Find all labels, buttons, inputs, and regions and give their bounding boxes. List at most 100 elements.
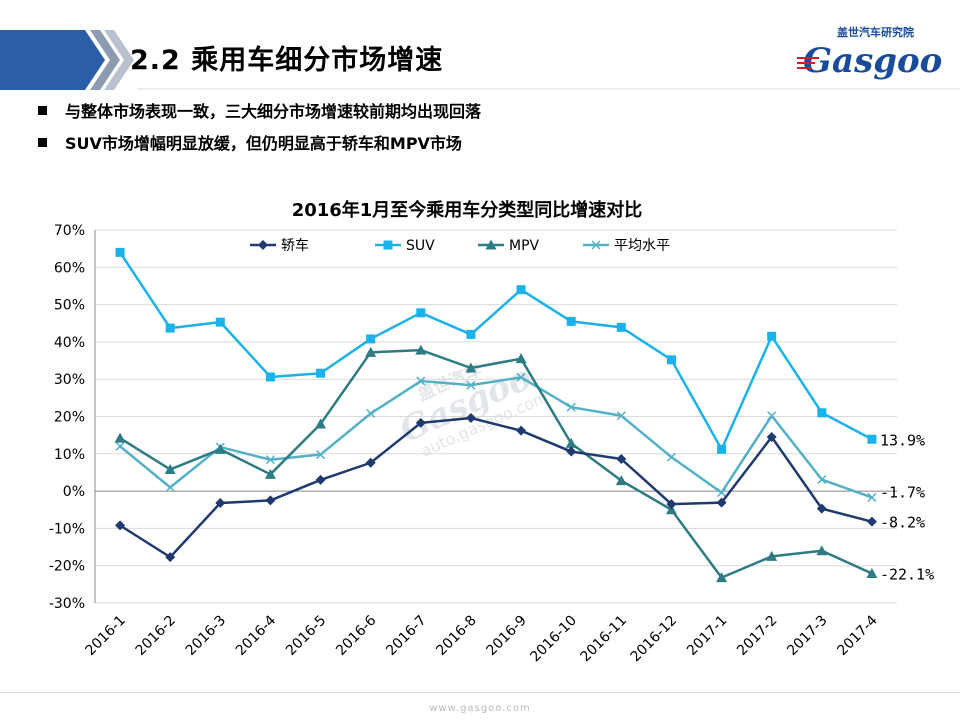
x-tick-label: 2016-7 [383, 613, 429, 659]
data-point-triangle [114, 432, 126, 443]
x-stroke [591, 240, 601, 250]
legend-item-average: 平均水平 [583, 238, 670, 254]
grid-lines [95, 229, 897, 604]
x-stroke [165, 482, 175, 492]
header-blue-band [0, 30, 105, 90]
data-point-triangle [866, 568, 878, 579]
x-stroke [817, 475, 827, 485]
data-point-diamond [766, 432, 777, 443]
data-point-x [466, 380, 476, 390]
y-tick-label: 40% [54, 335, 85, 351]
data-point-x [867, 492, 877, 502]
end-label-suv: 13.9% [880, 431, 925, 449]
y-axis-ticks: -30% -20% -10% 0% 10% 20% 30% 40% 50% 60% 70% [49, 223, 85, 612]
x-stroke [316, 450, 326, 460]
data-point-square [366, 334, 376, 344]
legend-label: 平均水平 [614, 238, 670, 254]
footer-url: www.gasgoo.com [429, 703, 531, 714]
x-tick-label: 2016-8 [433, 613, 479, 659]
legend-item-sedan: 轿车 [250, 237, 309, 254]
data-point-triangle [465, 362, 477, 373]
data-point-diamond [415, 417, 426, 428]
x-tick-label: 2016-2 [133, 613, 179, 659]
data-point-square [215, 317, 225, 327]
data-point-triangle [766, 550, 778, 561]
data-point-square [265, 372, 275, 382]
x-tick-label: 2016-12 [628, 613, 681, 666]
series-line [119, 251, 873, 451]
data-point-x [566, 402, 576, 412]
data-point-diamond [566, 446, 577, 457]
data-point-square [616, 322, 626, 332]
x-tick-label: 2016-1 [83, 613, 129, 659]
x-stroke [616, 411, 626, 421]
y-tick-label: 0% [63, 484, 85, 500]
x-stroke [265, 455, 275, 465]
bullet-text-1: 与整体市场表现一致，三大细分市场增速较前期均出现回落 [65, 102, 482, 121]
series-line [119, 376, 873, 499]
data-point-diamond [866, 516, 877, 527]
data-point-square [165, 323, 175, 333]
logo-chinese-text: 盖世汽车研究院 [837, 25, 914, 39]
x-stroke [767, 411, 777, 421]
data-point-diamond [315, 474, 326, 485]
y-tick-label: -30% [49, 596, 85, 612]
data-point-triangle [515, 353, 527, 364]
data-point-triangle [665, 504, 677, 515]
end-labels: -8.2% 13.9% -22.1% -1.7% [880, 431, 934, 583]
series-layer [114, 247, 878, 583]
data-point-square [666, 355, 676, 365]
x-stroke [366, 408, 376, 419]
data-point-triangle [214, 443, 226, 454]
data-point-diamond [716, 497, 727, 508]
x-stroke [516, 372, 526, 382]
x-tick-label: 2017-3 [784, 613, 830, 659]
x-stroke [717, 488, 727, 498]
data-point-square [817, 408, 827, 418]
bullet-point-2: SUV市场增幅明显放缓，但仍明显高于轿车和MPV市场 [38, 130, 462, 154]
data-point-x [666, 452, 676, 462]
data-point-x [516, 372, 526, 382]
y-tick-label: 60% [54, 260, 85, 276]
bullet-text-2: SUV市场增幅明显放缓，但仍明显高于轿车和MPV市场 [65, 134, 462, 153]
gasgoo-logo: 盖世汽车研究院 Gasgoo [797, 25, 942, 81]
series-line [119, 416, 873, 559]
series-line [119, 348, 873, 579]
legend-label: MPV [509, 238, 540, 254]
data-point-diamond [516, 425, 527, 436]
y-tick-label: 10% [54, 447, 85, 463]
header-banner [0, 30, 960, 90]
data-point-square [717, 444, 727, 454]
series-average [115, 372, 877, 502]
axes [94, 230, 897, 603]
logo-red-stripe-3 [797, 67, 811, 69]
x-tick-label: 2016-11 [577, 613, 630, 666]
chart-title: 2016年1月至今乘用车分类型同比增速对比 [292, 199, 643, 221]
bullet-square-icon [38, 138, 47, 147]
y-tick-label: 20% [54, 410, 85, 426]
x-stroke [566, 402, 576, 412]
data-point-x [265, 455, 275, 465]
x-tick-label: 2016-5 [283, 613, 329, 659]
bullet-square-icon [38, 106, 47, 115]
series-sedan [115, 412, 877, 563]
x-axis-ticks: 2016-1 2016-2 2016-3 2016-4 2016-5 2016-6 2016… [83, 612, 881, 665]
data-point-triangle [816, 545, 828, 556]
logo-red-stripe-1 [797, 57, 819, 59]
data-point-x [416, 376, 426, 386]
x-stroke [666, 452, 676, 462]
series-mpv [114, 344, 878, 583]
logo-red-stripe-2 [797, 62, 815, 64]
page-title: 2.2 乘用车细分市场增速 [130, 45, 444, 76]
data-point-square [867, 434, 877, 444]
header-chevron-2 [104, 30, 134, 90]
growth-line-chart: 2016年1月至今乘用车分类型同比增速对比 盖世汽车 Gasgoo auto.g… [49, 199, 934, 665]
legend-label: 轿车 [281, 237, 309, 254]
end-label-sedan: -8.2% [880, 514, 925, 532]
data-point-diamond [666, 499, 677, 510]
legend: 轿车 SUV MPV 平均水平 [250, 237, 670, 254]
data-point-triangle [615, 475, 627, 486]
data-point-square [767, 331, 777, 341]
data-point-x [316, 450, 326, 460]
x-tick-label: 2016-9 [484, 613, 530, 659]
